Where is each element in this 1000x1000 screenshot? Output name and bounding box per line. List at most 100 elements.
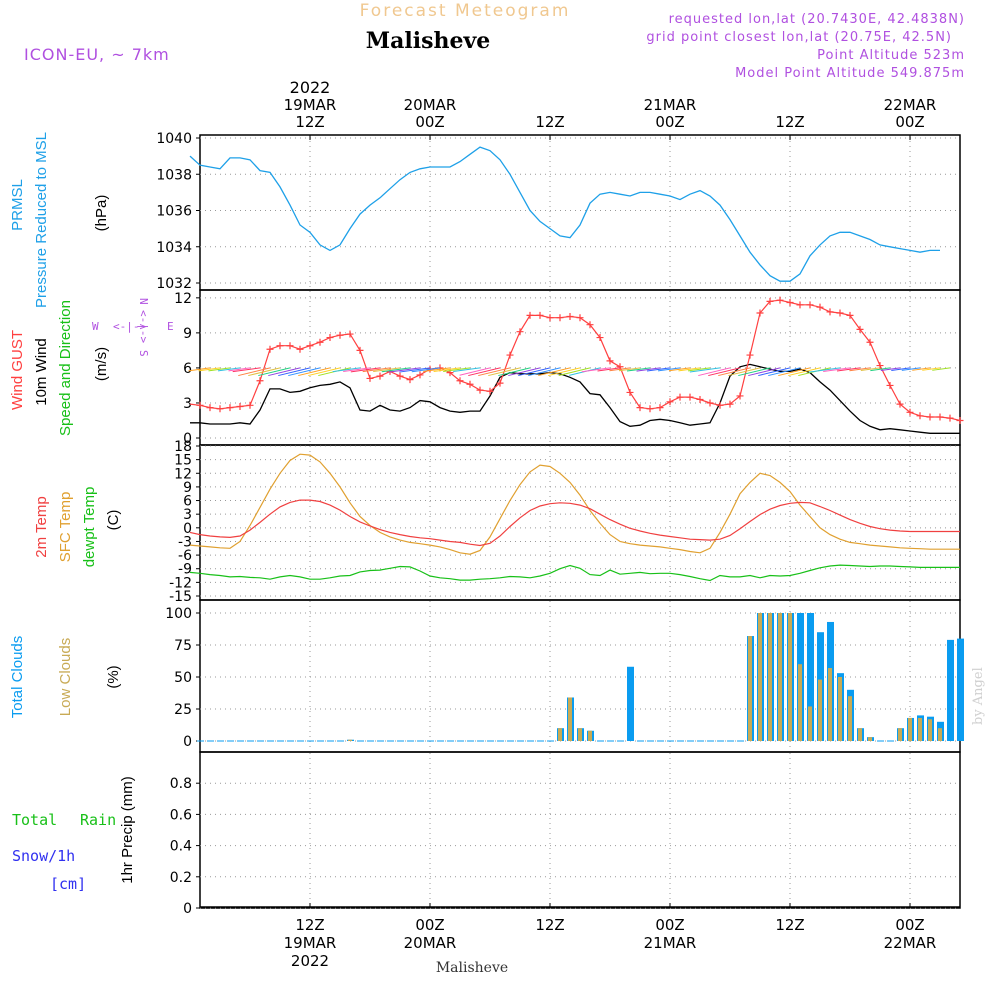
wind-arrow [308,367,341,377]
low-cloud-bar [578,728,582,741]
wind-gust-label: Wind GUST [9,330,26,410]
wind-arrow [518,367,551,377]
panel-frame [199,134,961,291]
gust-marker [856,325,864,333]
y-tick-label: -15 [169,589,192,605]
total-cloud-bar [947,639,954,741]
panel-clouds: 0 25 50 75 100 [165,599,964,753]
gust-marker [556,314,564,322]
gust-marker [286,342,294,350]
total-cloud-bar [627,666,634,741]
low-cloud-bar [348,739,352,741]
gust-marker [916,412,924,420]
watermark: by Angel [971,667,986,725]
low-cloud-bar [818,679,822,741]
bottom-date-label: 21MAR [644,934,697,952]
gust-marker [276,342,284,350]
precip-axis-label: 1hr Precip (mm) [119,776,136,884]
gust-marker [726,400,734,408]
low-cloud-bar [898,728,902,741]
panel-frame [199,444,961,601]
low-cloud-bar [938,728,942,741]
y-tick-label: 50 [174,670,192,686]
rain-label: Rain [80,811,116,829]
bottom-time-label: 00Z [415,916,444,934]
gust-marker [476,386,484,394]
wind-arrow [508,367,541,377]
dewpt-temp-label: dewpt Temp [81,487,98,568]
gust-marker [786,299,794,307]
wind-arrow [423,367,451,373]
low-cloud-bar [928,719,932,741]
compass-ns-arrow: <-|-> [137,310,150,343]
panel-wind: 0 3 6 9 12 [174,289,964,447]
wind-arrow [636,367,661,372]
gust-marker [246,401,254,409]
gust-marker [706,399,714,407]
gust-marker [266,345,274,353]
gust-marker [646,405,654,413]
wind-10m-label: 10m Wind [33,338,50,406]
gust-marker [846,311,854,319]
top-date-label: 22MAR [884,96,937,114]
temp-2m-label: 2m Temp [33,496,50,557]
wind-arrow [343,367,371,373]
y-tick-label: -6 [178,548,192,564]
y-tick-label: -12 [169,575,192,591]
gust-marker [296,345,304,353]
gust-marker [326,334,334,342]
wind-arrow [891,367,911,371]
model-altitude: Model Point Altitude 549.875m [735,66,965,81]
wind-arrow [298,367,331,377]
gust-marker [206,404,214,412]
top-time-label: 00Z [655,113,684,131]
gust-marker [416,371,424,379]
wind-speed-direction-label: Speed and Direction [57,300,74,436]
total-clouds-label: Total Clouds [9,636,26,719]
gust-marker [826,308,834,316]
low-cloud-bar [788,613,792,741]
compass-we-arrow: <-|-> [113,320,146,333]
low-cloud-bar [868,737,872,741]
y-tick-label: 0 [183,901,192,917]
wind-arrow [860,367,881,372]
gust-marker [366,374,374,382]
gust-marker [686,393,694,401]
wind-arrow [581,367,611,373]
wind-arrow [646,367,671,372]
bottom-time-label: 12Z [295,916,324,934]
wind-arrow [258,367,291,377]
location-title: Malisheve [366,28,490,54]
y-tick-label: 12 [174,466,192,482]
y-tick-label: 12 [174,291,192,307]
low-cloud-bar [768,613,772,741]
y-tick-label: 1034 [156,240,192,256]
wind-arrow [488,367,521,377]
point-altitude: Point Altitude 523m [817,48,965,63]
gust-marker [636,404,644,412]
gust-marker [956,416,964,424]
gust-marker [346,330,354,338]
prmsl-line [189,146,940,282]
prmsl-label: PRMSL [9,179,26,231]
bottom-time-label: 12Z [775,916,804,934]
total-cloud-bar [957,638,964,741]
top-time-label: 00Z [415,113,444,131]
wind-arrow [558,367,591,376]
gust-marker [486,387,494,395]
y-tick-label: 1040 [156,131,192,147]
total-label: Total [12,811,57,829]
bottom-date-label: 22MAR [884,934,937,952]
wind-arrow [768,367,801,377]
panel-labels: PRMSL Pressure Reduced to MSL (hPa) Wind GU… [9,132,174,893]
low-cloud-bar [808,706,812,741]
gust-marker [696,395,704,403]
gust-marker [226,404,234,412]
wind-arrow [901,367,921,371]
wind-arrow [870,367,891,372]
bottom-date-label: 19MAR [284,934,337,952]
wind-arrow [626,367,651,372]
wind-arrow [350,367,381,373]
